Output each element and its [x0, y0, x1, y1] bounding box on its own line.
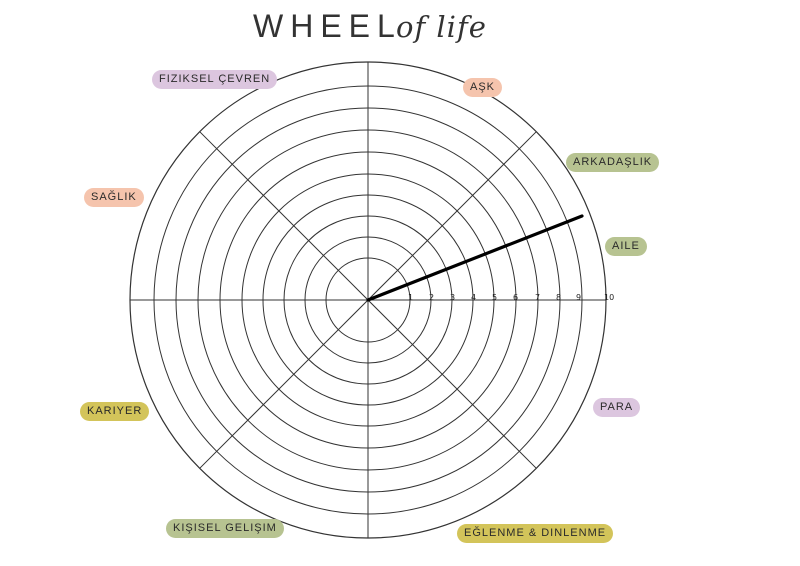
scale-label-3: 3 — [450, 293, 455, 302]
category-fiziksel-cevren: FIZIKSEL ÇEVREN — [152, 70, 278, 89]
scale-label-6: 6 — [513, 293, 518, 302]
category-kariyer: KARIYER — [80, 402, 150, 421]
scale-label-5: 5 — [492, 293, 497, 302]
scale-ticks: 1 2 3 4 5 6 7 8 9 10 — [408, 293, 614, 302]
title-of-life: of life — [396, 10, 487, 44]
category-saglik: SAĞLIK — [84, 188, 144, 207]
category-arkadaslik: ARKADAŞLIK — [566, 153, 660, 172]
category-eglenme-dinlenme: EĞLENME & DINLENME — [457, 524, 614, 543]
category-aile: AILE — [605, 237, 647, 256]
category-para: PARA — [593, 398, 641, 417]
scale-label-4: 4 — [471, 293, 476, 302]
scale-label-8: 8 — [556, 293, 561, 302]
category-ask: AŞK — [463, 78, 503, 97]
scale-label-9: 9 — [576, 293, 581, 302]
scale-label-7: 7 — [535, 293, 540, 302]
title-wheel: WHEEL — [253, 8, 402, 44]
progress-line — [366, 214, 584, 302]
scale-label-2: 2 — [429, 293, 434, 302]
scale-label-10: 10 — [604, 293, 614, 302]
category-kisisel-gelisim: KIŞISEL GELIŞIM — [166, 519, 284, 538]
scale-label-1: 1 — [408, 293, 413, 302]
